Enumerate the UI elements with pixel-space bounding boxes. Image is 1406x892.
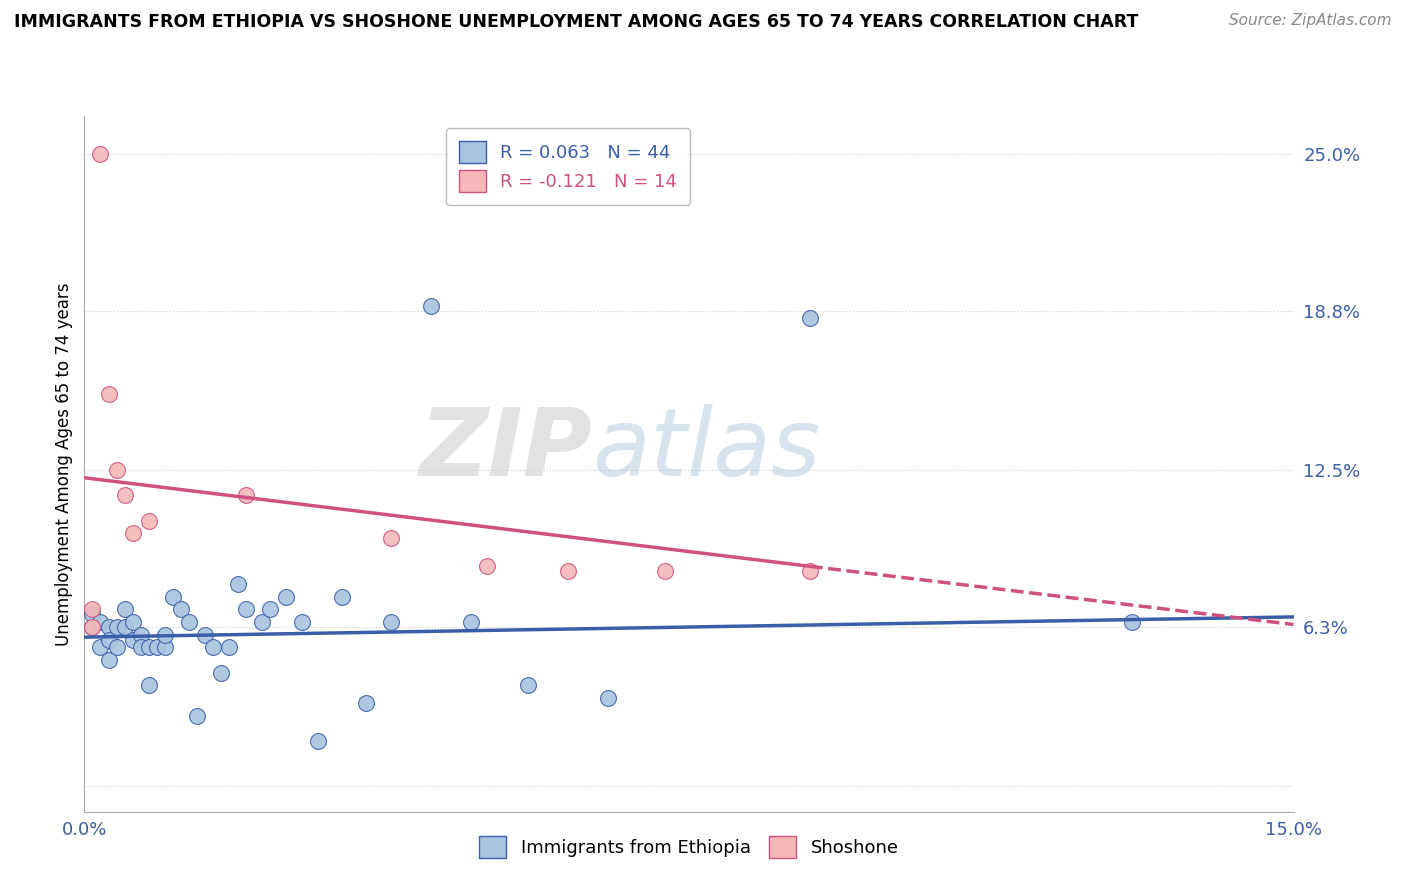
Point — [82, 620, 104, 634]
Text: ZIP: ZIP — [419, 404, 592, 496]
Point — [380, 615, 402, 629]
Point — [477, 559, 499, 574]
Point — [82, 602, 104, 616]
Point — [105, 620, 128, 634]
Text: atlas: atlas — [592, 404, 821, 495]
Text: IMMIGRANTS FROM ETHIOPIA VS SHOSHONE UNEMPLOYMENT AMONG AGES 65 TO 74 YEARS CORR: IMMIGRANTS FROM ETHIOPIA VS SHOSHONE UNE… — [14, 13, 1139, 31]
Point — [291, 615, 314, 629]
Text: Source: ZipAtlas.com: Source: ZipAtlas.com — [1229, 13, 1392, 29]
Point — [129, 627, 152, 641]
Point — [799, 565, 821, 579]
Point — [97, 387, 120, 401]
Point — [97, 653, 120, 667]
Point — [194, 627, 217, 641]
Point — [598, 690, 620, 705]
Point — [235, 488, 257, 502]
Point — [380, 532, 402, 546]
Point — [114, 602, 136, 616]
Point — [114, 620, 136, 634]
Point — [105, 463, 128, 477]
Point — [138, 640, 160, 655]
Point — [179, 615, 201, 629]
Point — [420, 299, 443, 313]
Point — [162, 590, 184, 604]
Point — [330, 590, 353, 604]
Point — [153, 627, 176, 641]
Point — [218, 640, 240, 655]
Point — [186, 708, 208, 723]
Point — [97, 620, 120, 634]
Point — [460, 615, 482, 629]
Point — [235, 602, 257, 616]
Point — [557, 565, 579, 579]
Point — [121, 632, 143, 647]
Point — [250, 615, 273, 629]
Point — [89, 147, 111, 161]
Y-axis label: Unemployment Among Ages 65 to 74 years: Unemployment Among Ages 65 to 74 years — [55, 282, 73, 646]
Legend: Immigrants from Ethiopia, Shoshone: Immigrants from Ethiopia, Shoshone — [472, 829, 905, 865]
Point — [89, 615, 111, 629]
Point — [202, 640, 225, 655]
Point — [97, 632, 120, 647]
Point — [274, 590, 297, 604]
Point — [654, 565, 676, 579]
Point — [138, 678, 160, 692]
Point — [89, 640, 111, 655]
Point — [170, 602, 193, 616]
Point — [226, 577, 249, 591]
Point — [356, 696, 378, 710]
Point — [153, 640, 176, 655]
Point — [82, 620, 104, 634]
Point — [1121, 615, 1143, 629]
Point — [121, 615, 143, 629]
Point — [209, 665, 232, 680]
Point — [138, 514, 160, 528]
Point — [259, 602, 281, 616]
Point — [121, 526, 143, 541]
Point — [307, 734, 329, 748]
Point — [82, 607, 104, 622]
Point — [146, 640, 169, 655]
Point — [129, 640, 152, 655]
Point — [114, 488, 136, 502]
Point — [516, 678, 538, 692]
Point — [799, 311, 821, 326]
Point — [105, 640, 128, 655]
